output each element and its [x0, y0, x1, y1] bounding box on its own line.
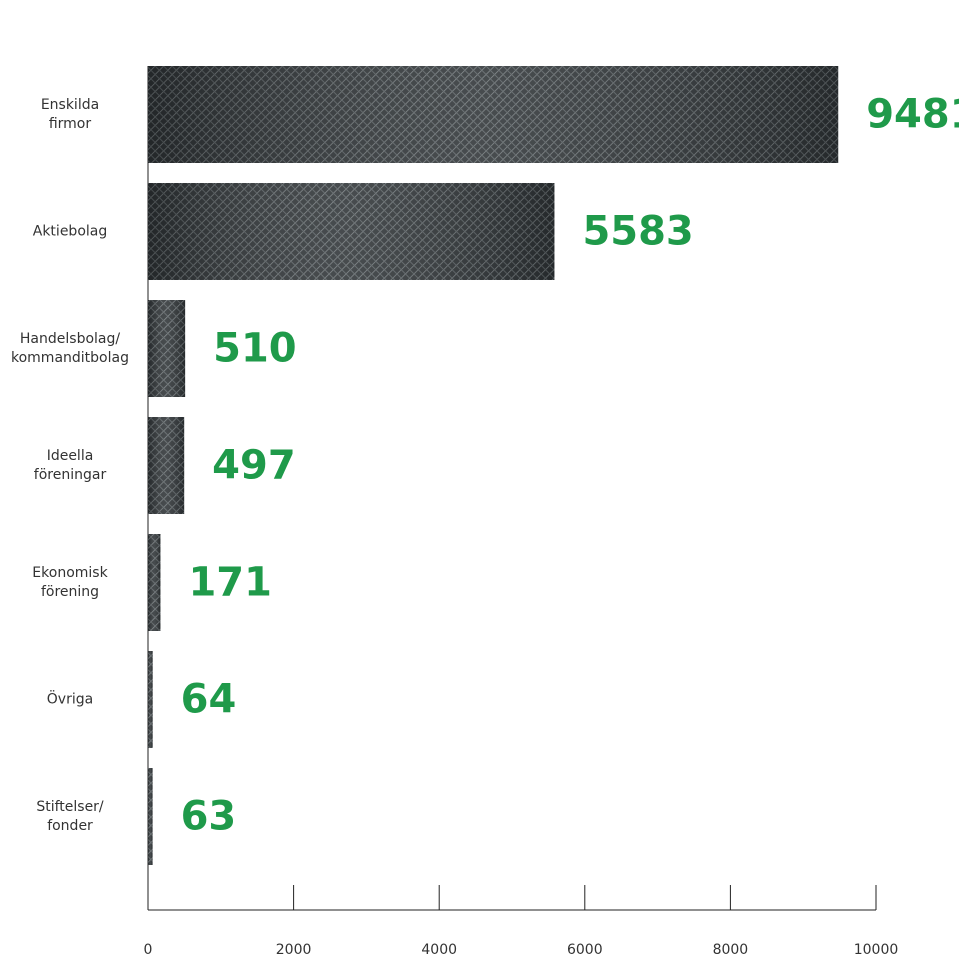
x-tick-label: 10000 — [854, 942, 899, 955]
value-label: 510 — [213, 326, 296, 372]
value-label: 64 — [181, 677, 237, 723]
y-tick-label: Aktiebolag — [32, 223, 108, 239]
x-tick-label: 6000 — [567, 942, 603, 955]
bar-shade — [148, 300, 186, 397]
value-label: 497 — [212, 443, 295, 489]
value-label: 5583 — [582, 209, 693, 255]
value-label: 63 — [181, 794, 237, 840]
bar-shade — [148, 66, 839, 163]
y-tick-label: Handelsbolag/ kommanditbolag — [11, 330, 129, 366]
x-tick-label: 2000 — [276, 942, 312, 955]
x-tick-label: 0 — [144, 942, 153, 955]
y-tick-label: Övriga — [46, 691, 94, 707]
y-tick-label: Stiftelser/ fonder — [36, 798, 104, 834]
value-label: 171 — [188, 560, 271, 606]
bar-shade — [148, 417, 185, 514]
value-label: 9481 — [866, 92, 959, 138]
x-tick-label: 8000 — [713, 942, 749, 955]
bar-shade — [148, 651, 153, 748]
y-tick-label: Ekonomisk förening — [32, 564, 108, 600]
bar-shade — [148, 183, 555, 280]
y-tick-label: Enskilda firmor — [40, 96, 100, 132]
bar-shade — [148, 534, 161, 631]
x-tick-label: 4000 — [421, 942, 457, 955]
bar-shade — [148, 768, 153, 865]
y-tick-label: Ideella föreningar — [33, 447, 107, 483]
